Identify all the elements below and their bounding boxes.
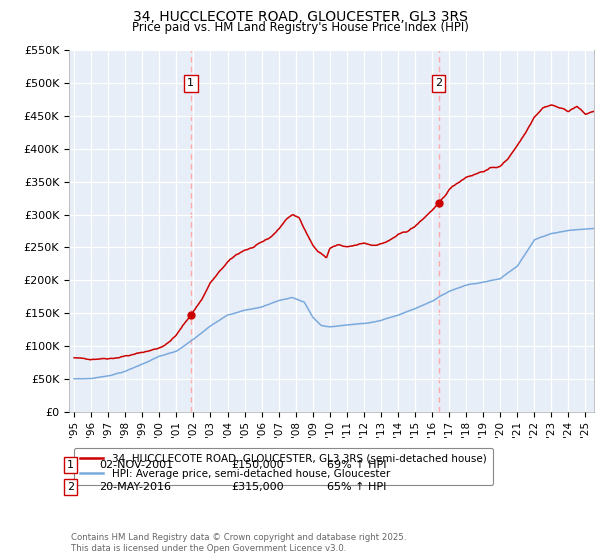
Text: 1: 1 — [187, 78, 194, 88]
Text: £150,000: £150,000 — [231, 460, 284, 470]
Text: Contains HM Land Registry data © Crown copyright and database right 2025.
This d: Contains HM Land Registry data © Crown c… — [71, 533, 406, 553]
Text: £315,000: £315,000 — [231, 482, 284, 492]
Text: Price paid vs. HM Land Registry's House Price Index (HPI): Price paid vs. HM Land Registry's House … — [131, 21, 469, 34]
Text: 34, HUCCLECOTE ROAD, GLOUCESTER, GL3 3RS: 34, HUCCLECOTE ROAD, GLOUCESTER, GL3 3RS — [133, 10, 467, 24]
Text: 1: 1 — [67, 460, 74, 470]
Text: 69% ↑ HPI: 69% ↑ HPI — [327, 460, 386, 470]
Text: 2: 2 — [435, 78, 442, 88]
Text: 02-NOV-2001: 02-NOV-2001 — [99, 460, 173, 470]
Legend: 34, HUCCLECOTE ROAD, GLOUCESTER, GL3 3RS (semi-detached house), HPI: Average pri: 34, HUCCLECOTE ROAD, GLOUCESTER, GL3 3RS… — [74, 447, 493, 485]
Text: 20-MAY-2016: 20-MAY-2016 — [99, 482, 171, 492]
Text: 65% ↑ HPI: 65% ↑ HPI — [327, 482, 386, 492]
Text: 2: 2 — [67, 482, 74, 492]
